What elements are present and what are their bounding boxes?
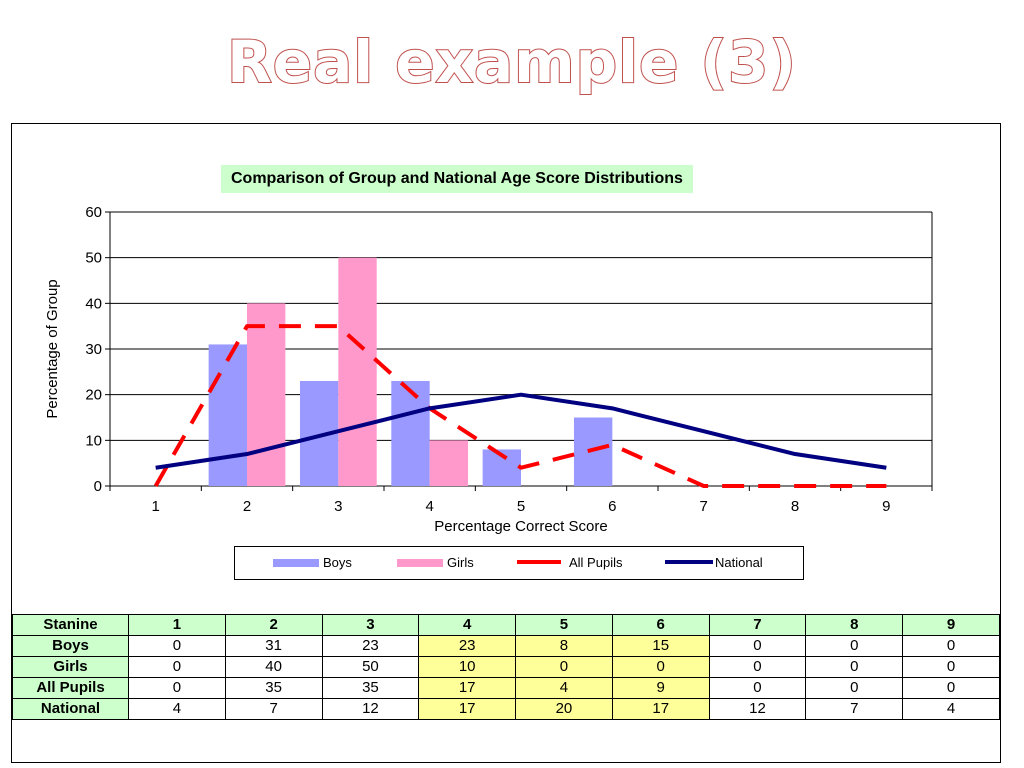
x-tick-label: 1 [151,498,159,515]
y-axis-title: Percentage of Group [44,279,61,418]
table-cell: 0 [902,677,1000,699]
x-tick-label: 3 [334,498,342,515]
table-cell: 0 [128,656,226,678]
legend-swatch-national [665,560,713,564]
table-cell: 0 [515,656,613,678]
table-cell: 0 [805,635,904,657]
y-tick-label: 20 [85,387,102,404]
line-series-all-pupils [153,324,887,488]
table-cell: 4 [128,698,226,720]
table-header-cell: 2 [224,614,323,636]
table-cell: 20 [515,698,613,720]
table-cell: 7 [224,698,323,720]
y-tick-label: 30 [85,341,102,358]
table-cell: 0 [708,677,807,699]
bar-girls [429,440,469,486]
table-header-cell: 9 [902,614,1000,636]
table-cell: 0 [805,677,904,699]
table-cell: 0 [708,635,807,657]
chart-title: Comparison of Group and National Age Sco… [221,165,693,193]
legend-label-boys: Boys [323,555,352,570]
stanine-table: Stanine 1 2 3 4 5 6 7 8 9 Boys 0 31 23 23 8 15 0 0 0 Girls 0 4… [12,614,1000,720]
table-row-label: Girls [12,656,129,678]
table-header-cell: 5 [515,614,613,636]
table-header-cell: 1 [128,614,226,636]
table-cell: 0 [128,635,226,657]
x-tick-label: 7 [699,498,707,515]
table-cell: 0 [902,656,1000,678]
table-cell: 40 [224,656,323,678]
y-tick-label: 10 [85,432,102,449]
table-cell: 0 [708,656,807,678]
table-cell: 17 [418,698,517,720]
table-row-label: All Pupils [12,677,129,699]
table-cell: 4 [902,698,1000,720]
table-row: National 4 7 12 17 20 17 12 7 4 [12,698,1000,720]
table-cell: 7 [805,698,904,720]
y-tick-label: 60 [85,204,102,221]
table-cell: 0 [805,656,904,678]
table-cell: 10 [418,656,517,678]
table-cell: 23 [418,635,517,657]
line-series-national [155,392,887,470]
table-cell: 50 [321,656,420,678]
table-row: Girls 0 40 50 10 0 0 0 0 0 [12,656,1000,678]
x-tick-label: 2 [243,498,251,515]
table-row: All Pupils 0 35 35 17 4 9 0 0 0 [12,677,1000,699]
y-tick-label: 50 [85,250,102,267]
y-tick-label: 0 [94,478,102,495]
x-tick-label: 9 [882,498,890,515]
table-cell: 9 [611,677,710,699]
slide-title: Real example (3) [226,27,797,97]
bar-boys [391,380,430,486]
legend-label-national: National [715,555,763,570]
table-cell: 35 [224,677,323,699]
table-row-label: National [12,698,129,720]
table-row: Boys 0 31 23 23 8 15 0 0 0 [12,635,1000,657]
table-cell: 4 [515,677,613,699]
x-tick-label: 5 [517,498,525,515]
legend-swatch-all-pupils [517,560,561,564]
chart-frame: 0 10 20 30 40 50 60 1 2 3 4 5 6 7 8 9 Percentage Correct… [11,123,1001,763]
table-cell: 17 [611,698,710,720]
table-header-row: Stanine 1 2 3 4 5 6 7 8 9 [12,614,1000,636]
bar-girls [338,257,377,486]
legend-swatch-boys [273,559,319,567]
table-cell: 35 [321,677,420,699]
table-cell: 31 [224,635,323,657]
table-cell: 0 [611,656,710,678]
table-cell: 8 [515,635,613,657]
table-header-cell: 4 [418,614,517,636]
table-cell: 12 [708,698,807,720]
x-tick-label: 4 [425,498,433,515]
y-tick-label: 40 [85,295,102,312]
x-axis-title: Percentage Correct Score [434,518,607,535]
legend-swatch-girls [397,559,443,567]
bar-boys [208,344,247,486]
table-header-cell: 8 [805,614,904,636]
table-corner-cell: Stanine [12,614,129,636]
table-cell: 0 [902,635,1000,657]
table-cell: 15 [611,635,710,657]
bar-girls [247,303,286,486]
table-cell: 0 [128,677,226,699]
table-header-cell: 7 [708,614,807,636]
legend-label-all-pupils: All Pupils [569,555,623,570]
table-cell: 17 [418,677,517,699]
table-header-cell: 3 [321,614,420,636]
x-tick-label: 6 [608,498,616,515]
table-cell: 23 [321,635,420,657]
chart-plot: 0 10 20 30 40 50 60 1 2 3 4 5 6 7 8 9 Percentage Correct… [44,204,933,535]
table-cell: 12 [321,698,420,720]
legend-label-girls: Girls [447,555,474,570]
chart-legend: Boys Girls All Pupils National [234,546,804,580]
table-row-label: Boys [12,635,129,657]
table-header-cell: 6 [611,614,710,636]
x-tick-label: 8 [791,498,799,515]
